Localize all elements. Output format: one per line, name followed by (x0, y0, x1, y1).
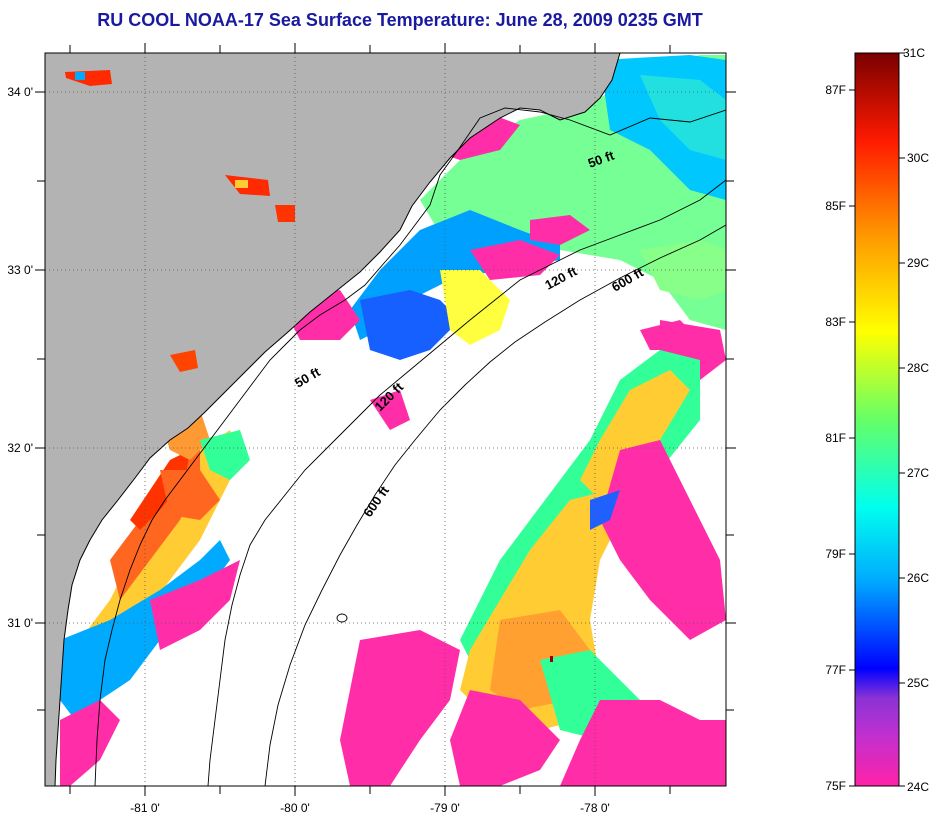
map-title: RU COOL NOAA-17 Sea Surface Temperature:… (97, 10, 703, 30)
map-plot-area: 50 ft 50 ft 120 ft 120 ft 600 ft 600 ft (45, 53, 726, 786)
colorbar-label-f: 75F (825, 779, 846, 793)
lon-tick-label: -79 0' (430, 801, 460, 815)
colorbar-label-f: 79F (825, 547, 846, 561)
colorbar-label-f: 85F (825, 199, 846, 213)
colorbar-label-f: 77F (825, 663, 846, 677)
lat-tick-label: 33 0' (7, 263, 33, 277)
axis-ticks (35, 43, 736, 796)
colorbar-label-c: 25C (907, 676, 929, 690)
lat-tick-label: 32 0' (7, 441, 33, 455)
contour-120ft (207, 179, 726, 786)
colorbar: 87F 85F 83F 81F 79F 77F 75F 31C 30C 29C … (825, 46, 929, 794)
map-frame (44, 52, 727, 787)
colorbar-label-c: 31C (903, 46, 925, 60)
lon-tick-label: -80 0' (280, 801, 310, 815)
graticule (45, 53, 726, 786)
lon-tick-label: -81 0' (130, 801, 160, 815)
colorbar-label-c: 28C (907, 361, 929, 375)
lat-tick-label: 34 0' (7, 85, 33, 99)
colorbar-label-c: 30C (907, 151, 929, 165)
colorbar-label-f: 83F (825, 315, 846, 329)
contour-50ft (94, 107, 726, 786)
land-area (45, 53, 620, 786)
colorbar-label-c: 24C (907, 780, 929, 794)
colorbar-label-c: 26C (907, 571, 929, 585)
colorbar-label-c: 29C (907, 256, 929, 270)
lon-tick-label: -78 0' (580, 801, 610, 815)
colorbar-label-f: 81F (825, 431, 846, 445)
colorbar-gradient (854, 52, 900, 787)
contour-600ft (264, 224, 726, 786)
colorbar-label-f: 87F (825, 83, 846, 97)
lat-tick-label: 31 0' (7, 616, 33, 630)
colorbar-label-c: 27C (907, 466, 929, 480)
